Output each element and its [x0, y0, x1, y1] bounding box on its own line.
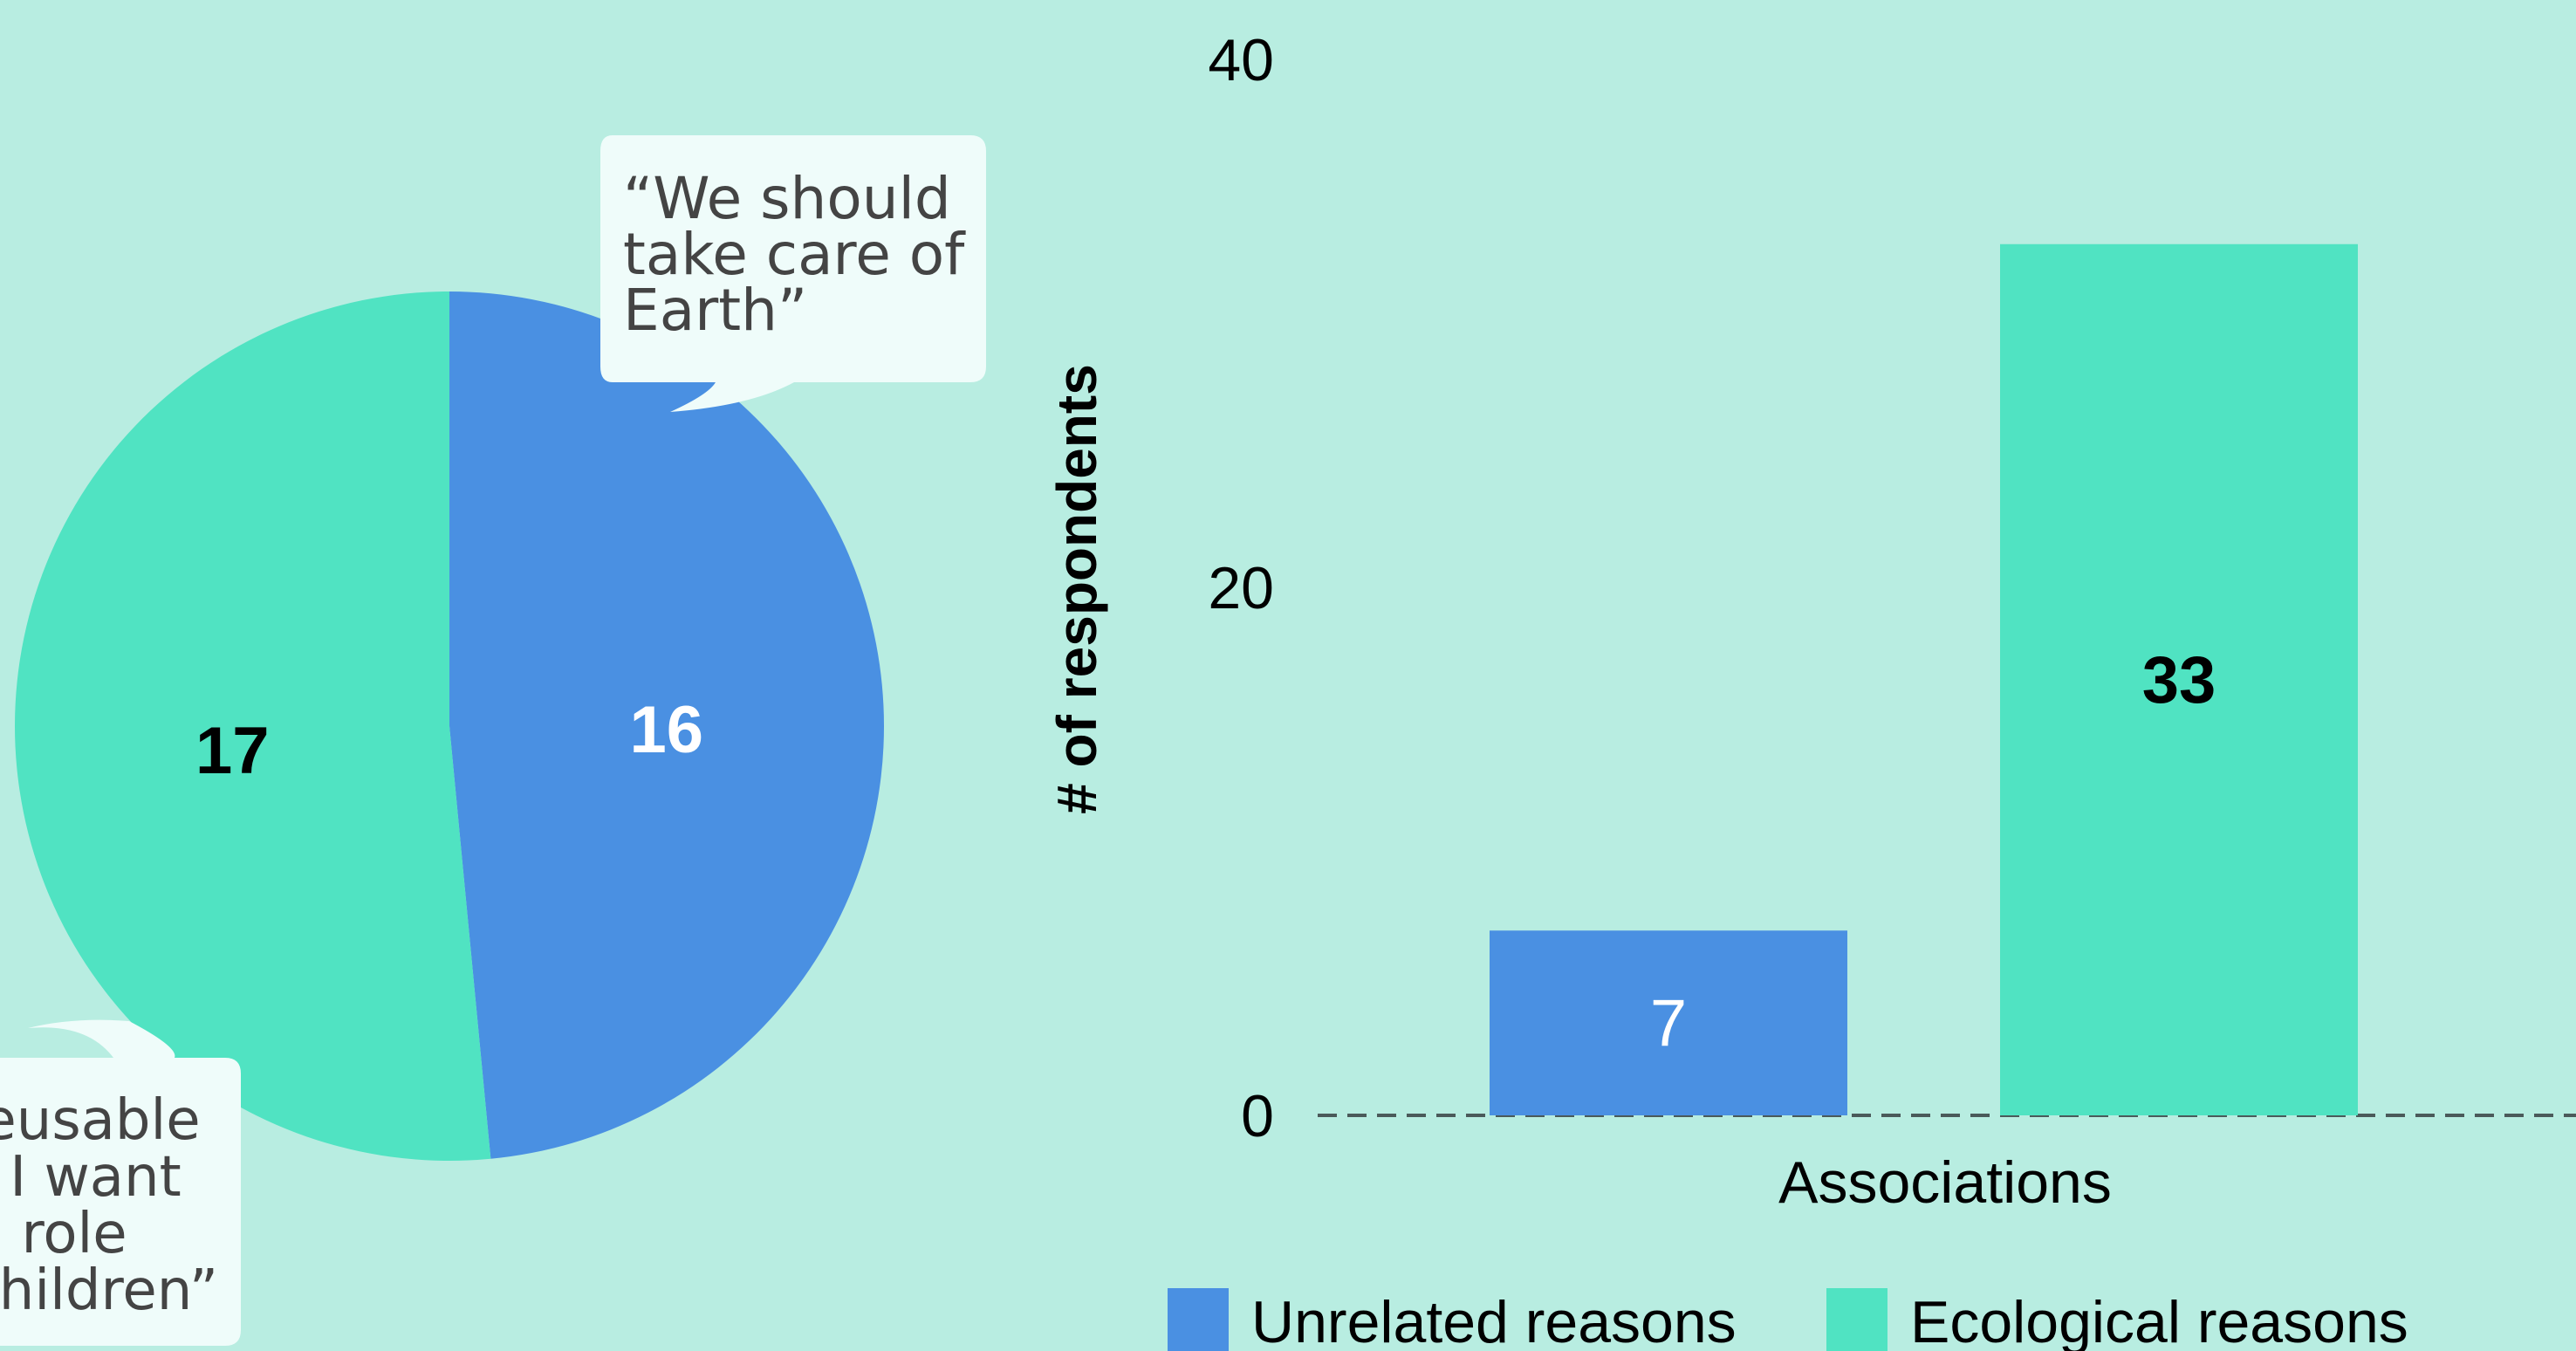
quote-bubble-shape — [0, 1019, 241, 1346]
bars: 7 33 — [1490, 243, 2358, 1115]
legend-label: Ecological reasons — [1910, 1289, 2408, 1351]
y-tick-label: 0 — [1241, 1083, 1274, 1149]
quote-line: take care of — [623, 221, 966, 288]
quote-bubble-reusable: reusable e I want d role children” — [0, 1019, 241, 1346]
bar-value-label: 33 — [2142, 643, 2216, 717]
legend: Unrelated reasons Ecological reasons — [1168, 1288, 2408, 1351]
y-axis-label: # of respondents — [1045, 364, 1108, 814]
legend-swatch — [1826, 1288, 1887, 1351]
quote-text-earth: “We should take care of Earth” — [623, 165, 983, 344]
pie-value-label-unrelated: 16 — [629, 693, 703, 767]
x-axis-label: Associations — [1778, 1149, 2112, 1216]
quote-bubble-earth: “We should take care of Earth” — [600, 135, 986, 412]
y-tick-label: 20 — [1208, 555, 1274, 621]
pie-value-label-ecological: 17 — [195, 714, 270, 788]
quote-line: e I want — [0, 1145, 182, 1210]
y-axis-ticks: 0 20 40 — [1208, 27, 1274, 1149]
quote-line: “We should — [623, 165, 951, 232]
quote-line: children” — [0, 1258, 218, 1323]
quote-text-reusable: reusable e I want d role children” — [0, 1088, 218, 1323]
quote-line: Earth” — [623, 277, 807, 344]
legend-swatch — [1168, 1288, 1229, 1351]
quote-line: d role — [0, 1202, 127, 1266]
bar-ecological-reasons[interactable] — [2000, 243, 2358, 1115]
bar-unrelated-reasons[interactable] — [1490, 930, 1847, 1115]
quote-line: reusable — [0, 1088, 201, 1153]
pie-slice-unrelated[interactable] — [449, 291, 885, 1159]
pie-chart: 16 17 — [15, 291, 885, 1161]
pie-slice-ecological[interactable] — [15, 291, 491, 1161]
legend-label: Unrelated reasons — [1251, 1289, 1737, 1351]
bar-value-label: 7 — [1650, 986, 1687, 1060]
quote-bubble-shape — [600, 135, 986, 412]
y-tick-label: 40 — [1208, 27, 1274, 93]
